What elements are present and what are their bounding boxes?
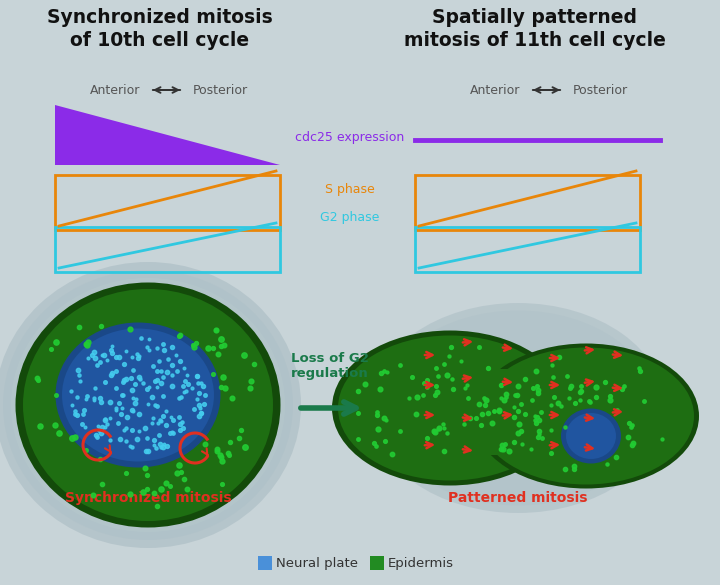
- Text: Neural plate: Neural plate: [276, 556, 358, 570]
- Ellipse shape: [338, 336, 562, 480]
- Text: Posterior: Posterior: [193, 84, 248, 97]
- Ellipse shape: [380, 311, 655, 505]
- Text: Epidermis: Epidermis: [388, 556, 454, 570]
- Text: cdc25 expression: cdc25 expression: [295, 132, 405, 144]
- Ellipse shape: [561, 408, 621, 463]
- Ellipse shape: [371, 303, 665, 513]
- Ellipse shape: [11, 278, 285, 532]
- Text: Synchronized mitosis
of 10th cell cycle: Synchronized mitosis of 10th cell cycle: [47, 8, 273, 50]
- FancyBboxPatch shape: [258, 556, 272, 570]
- Text: Loss of G2
regulation: Loss of G2 regulation: [291, 352, 369, 380]
- Ellipse shape: [55, 322, 220, 467]
- Text: Patterned mitosis: Patterned mitosis: [449, 491, 588, 505]
- FancyBboxPatch shape: [448, 369, 590, 455]
- Text: Synchronized mitosis: Synchronized mitosis: [65, 491, 231, 505]
- Text: Posterior: Posterior: [573, 84, 628, 97]
- Ellipse shape: [566, 413, 616, 459]
- Text: Anterior: Anterior: [469, 84, 520, 97]
- Ellipse shape: [473, 343, 699, 488]
- Polygon shape: [55, 105, 280, 165]
- Text: S phase: S phase: [325, 184, 375, 197]
- Text: Anterior: Anterior: [89, 84, 140, 97]
- Text: Spatially patterned
mitosis of 11th cell cycle: Spatially patterned mitosis of 11th cell…: [404, 8, 666, 50]
- Ellipse shape: [3, 270, 293, 540]
- Ellipse shape: [478, 347, 694, 484]
- Ellipse shape: [16, 283, 281, 528]
- FancyBboxPatch shape: [370, 556, 384, 570]
- Text: G2 phase: G2 phase: [320, 212, 379, 225]
- Ellipse shape: [23, 289, 273, 521]
- Ellipse shape: [62, 329, 214, 462]
- Ellipse shape: [332, 331, 568, 486]
- Ellipse shape: [0, 262, 301, 548]
